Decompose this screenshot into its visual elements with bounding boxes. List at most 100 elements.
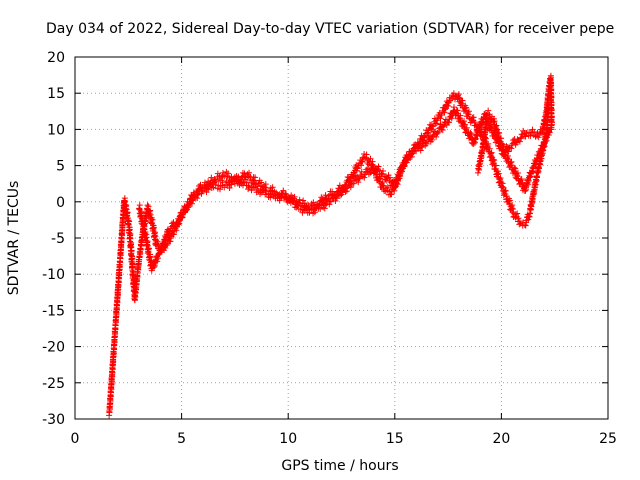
data-point-1751 xyxy=(493,122,500,129)
data-point-1745 xyxy=(491,118,498,125)
y-tick-label-0: -30 xyxy=(42,412,65,428)
data-point-270 xyxy=(126,226,133,233)
data-point-1019 xyxy=(502,187,509,194)
data-point-987 xyxy=(491,157,498,164)
data-point-461 xyxy=(150,224,157,231)
data-point-992 xyxy=(493,162,500,169)
data-point-1427 xyxy=(282,190,289,197)
data-point-1734 xyxy=(485,107,492,114)
data-point-1299 xyxy=(175,218,182,225)
data-point-1473 xyxy=(322,202,329,209)
data-point-1242 xyxy=(148,267,155,274)
data-point-478 xyxy=(155,242,162,249)
data-point-446 xyxy=(147,211,154,218)
data-point-1540 xyxy=(375,163,382,170)
y-tick-label-10: 20 xyxy=(47,50,65,66)
data-point-1377 xyxy=(238,174,245,181)
data-point-1444 xyxy=(294,199,301,206)
data-point-1791 xyxy=(508,158,515,165)
data-point-979 xyxy=(488,149,495,156)
data-point-1194 xyxy=(139,218,146,225)
data-point-1533 xyxy=(369,161,376,168)
x-tick-label-5: 25 xyxy=(599,431,617,447)
data-point-1394 xyxy=(252,174,259,181)
data-point-1480 xyxy=(327,198,334,205)
data-point-1963 xyxy=(494,134,501,141)
y-tick-label-1: -25 xyxy=(42,376,65,392)
data-point-1673 xyxy=(457,112,464,119)
data-point-1414 xyxy=(269,184,276,191)
data-point-1358 xyxy=(221,184,228,191)
data-point-293 xyxy=(128,247,135,254)
data-point-453 xyxy=(149,216,156,223)
chart-title: Day 034 of 2022, Sidereal Day-to-day VTE… xyxy=(46,21,614,37)
data-point-912 xyxy=(455,91,462,98)
data-point-1998 xyxy=(517,135,524,142)
data-point-1186 xyxy=(138,209,145,216)
x-tick-label-0: 0 xyxy=(71,431,80,447)
data-point-2020 xyxy=(536,130,543,137)
data-point-1976 xyxy=(500,151,507,158)
y-tick-label-6: 0 xyxy=(56,195,65,211)
data-point-1036 xyxy=(510,205,517,212)
data-point-862 xyxy=(424,129,431,136)
data-point-1351 xyxy=(213,178,220,185)
data-point-1594 xyxy=(404,155,411,162)
data-point-1368 xyxy=(230,175,237,182)
data-point-1263 xyxy=(157,249,164,256)
data-point-1783 xyxy=(504,152,511,159)
data-point-253 xyxy=(124,209,131,216)
data-point-870 xyxy=(429,123,436,130)
data-point-239 xyxy=(122,198,129,205)
data-point-1045 xyxy=(515,215,522,222)
data-point-1233 xyxy=(147,253,154,260)
data-point-1011 xyxy=(499,180,506,187)
data-point-2134 xyxy=(548,119,555,126)
data-point-788 xyxy=(384,184,391,191)
y-tick-label-4: -10 xyxy=(42,267,65,283)
data-point-2128 xyxy=(548,113,555,120)
data-point-940 xyxy=(470,114,477,121)
data-point-1759 xyxy=(496,129,503,136)
data-point-1798 xyxy=(512,165,519,172)
data-point-1682 xyxy=(461,121,468,128)
data-point-1546 xyxy=(380,167,387,174)
x-tick-label-3: 15 xyxy=(386,431,404,447)
data-point-1034 xyxy=(509,202,516,209)
y-tick-label-5: -5 xyxy=(51,231,65,247)
data-point-927 xyxy=(463,104,470,111)
axis-ticks xyxy=(74,56,609,420)
data-point-1401 xyxy=(258,179,265,186)
data-point-676 xyxy=(310,199,317,206)
data-point-1211 xyxy=(143,234,150,241)
data-point-476 xyxy=(154,238,161,245)
data-point-1555 xyxy=(386,174,393,181)
data-markers xyxy=(106,72,555,419)
data-point-1467 xyxy=(317,206,324,213)
data-point-1700 xyxy=(470,140,477,147)
data-point-920 xyxy=(459,97,466,104)
data-point-1667 xyxy=(454,107,461,114)
data-point-2106 xyxy=(548,93,555,100)
data-point-1043 xyxy=(514,210,521,217)
data-point-1028 xyxy=(506,197,513,204)
y-tick-label-3: -15 xyxy=(42,303,65,319)
data-point-1458 xyxy=(308,203,315,210)
data-point-942 xyxy=(471,119,478,126)
tick-labels: 0 5 10 15 20 25 -30 -25 -20 -15 -10 -5 0 5 10 15 20 xyxy=(42,50,617,447)
data-point-1436 xyxy=(289,194,296,201)
data-point-1008 xyxy=(498,179,505,186)
data-point-1407 xyxy=(262,181,269,188)
data-point-1680 xyxy=(461,118,468,125)
data-point-610 xyxy=(245,182,252,189)
data-point-444 xyxy=(147,207,154,214)
data-point-1455 xyxy=(305,206,312,213)
data-point-938 xyxy=(469,114,476,121)
data-point-588 xyxy=(225,170,232,177)
data-point-1386 xyxy=(246,169,253,176)
data-point-1013 xyxy=(500,184,507,191)
data-point-1006 xyxy=(497,174,504,181)
data-point-581 xyxy=(218,174,225,181)
data-point-1633 xyxy=(434,130,441,137)
